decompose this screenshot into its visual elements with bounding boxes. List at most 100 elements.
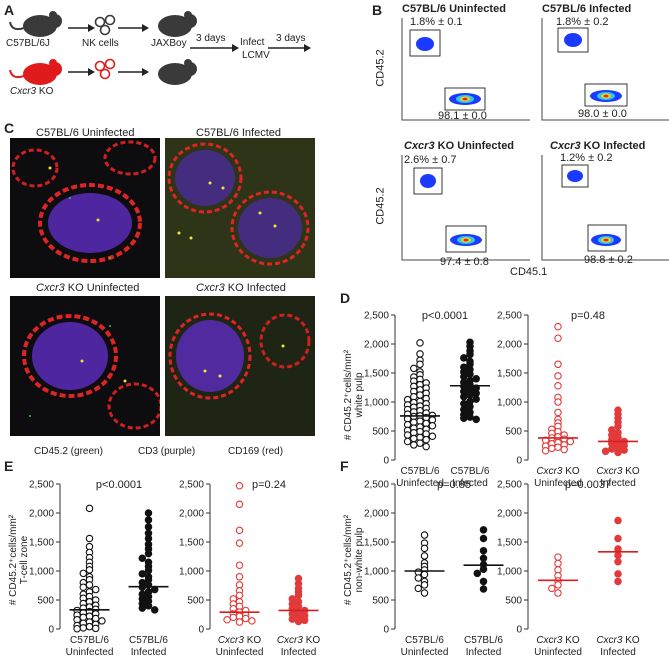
data-point <box>235 539 244 547</box>
data-point <box>150 606 159 614</box>
flow-axes <box>401 18 669 261</box>
data-point <box>138 604 147 612</box>
y-tick-label: 500 <box>505 427 522 438</box>
data-point <box>601 447 610 456</box>
data-point <box>288 615 297 623</box>
group-label: Infected <box>452 478 488 489</box>
p-value: p=0.85 <box>437 479 471 491</box>
y-tick-label: 0 <box>383 625 389 636</box>
y-tick-label: 500 <box>372 596 389 607</box>
data-point <box>241 614 250 623</box>
data-point <box>422 442 430 451</box>
group-label: Cxcr3 KO <box>536 466 580 477</box>
data-point <box>420 531 429 539</box>
y-tick-label: 1,500 <box>179 538 204 549</box>
data-point <box>410 364 418 373</box>
data-point <box>300 616 309 625</box>
data-point <box>85 622 94 631</box>
p-value: p<0.0001 <box>422 310 468 322</box>
data-point <box>479 554 488 562</box>
group-label: Cxcr3 KO <box>218 635 262 646</box>
y-tick-label: 500 <box>37 596 54 607</box>
data-point <box>79 569 88 578</box>
y-tick-label: 2,000 <box>497 509 522 520</box>
group-label: Uninfected <box>66 647 114 658</box>
data-point <box>79 624 88 632</box>
image-title: Cxcr3 KO Infected <box>196 282 286 294</box>
y-tick-label: 500 <box>372 427 389 438</box>
data-point <box>416 439 424 447</box>
y-tick-label: 0 <box>516 625 522 636</box>
micrograph-ko-uninfected <box>10 296 160 436</box>
panel-label-e: E <box>4 458 14 474</box>
flow-gates <box>409 27 628 253</box>
data-point <box>235 618 244 626</box>
group-label: Infected <box>600 647 636 658</box>
y-tick-label: 2,000 <box>364 340 389 351</box>
legend-cd169: CD169 (red) <box>228 446 284 457</box>
y-tick-label: 1,000 <box>497 398 522 409</box>
data-point <box>473 569 482 578</box>
data-point <box>414 584 423 593</box>
data-point <box>479 546 488 555</box>
data-point <box>460 393 468 401</box>
y-tick-label: 2,500 <box>179 480 204 491</box>
data-point <box>85 504 94 513</box>
group-label: C57BL/6 <box>451 466 490 477</box>
data-point <box>466 350 474 359</box>
data-point <box>91 624 100 633</box>
y-tick-label: 500 <box>187 596 204 607</box>
group-label: Infected <box>600 478 636 489</box>
data-point <box>223 615 231 624</box>
panel-label-f: F <box>340 458 349 474</box>
data-point <box>144 509 153 517</box>
data-point <box>548 584 556 593</box>
data-point <box>235 561 244 569</box>
group-label: Uninfected <box>396 478 444 489</box>
y-tick-label: 2,500 <box>364 480 389 491</box>
p-value: p=0.24 <box>252 479 286 491</box>
group-label: Cxcr3 KO <box>596 466 640 477</box>
data-point <box>144 549 153 558</box>
data-point <box>554 398 562 406</box>
data-point <box>554 382 562 390</box>
data-point <box>420 589 429 597</box>
data-point <box>472 415 480 424</box>
data-point <box>144 566 153 575</box>
y-tick-label: 1,500 <box>364 369 389 380</box>
data-point <box>554 589 562 597</box>
data-point <box>554 408 562 417</box>
data-point <box>235 481 244 490</box>
group-label: Uninfected <box>534 647 582 658</box>
data-point <box>541 446 550 455</box>
flow-title: C57BL/6 Infected <box>542 3 632 15</box>
data-point <box>422 435 430 444</box>
y-axis-label: # CD45.2⁺cells/mm² <box>343 349 354 440</box>
mouse-icon <box>9 11 62 37</box>
y-tick-label: 1,000 <box>364 398 389 409</box>
data-point <box>466 370 474 378</box>
data-point <box>614 534 622 543</box>
days-label-2: 3 days <box>276 33 306 44</box>
panel-label-d: D <box>340 290 351 306</box>
y-tick-label: 1,000 <box>364 567 389 578</box>
data-point <box>472 375 480 383</box>
data-point <box>428 422 437 430</box>
y-tick-label: 1,500 <box>364 538 389 549</box>
y-tick-label: 2,500 <box>29 480 54 491</box>
panel-c-microscopy: C57BL/6 Uninfected C57BL/6 Infected <box>0 120 335 290</box>
schematic-svg <box>9 11 311 85</box>
panel-label-b: B <box>372 2 383 18</box>
data-point <box>479 534 488 543</box>
data-point <box>73 624 81 633</box>
ko-mouse-label: Cxcr3 KO <box>10 86 54 97</box>
image-title: C57BL/6 Uninfected <box>36 127 135 139</box>
data-point <box>144 516 153 524</box>
data-point <box>294 591 303 600</box>
data-point <box>554 559 562 568</box>
data-point <box>416 350 424 358</box>
data-point <box>420 570 429 579</box>
group-label: Cxcr3 KO <box>596 635 640 646</box>
data-point <box>85 534 94 543</box>
